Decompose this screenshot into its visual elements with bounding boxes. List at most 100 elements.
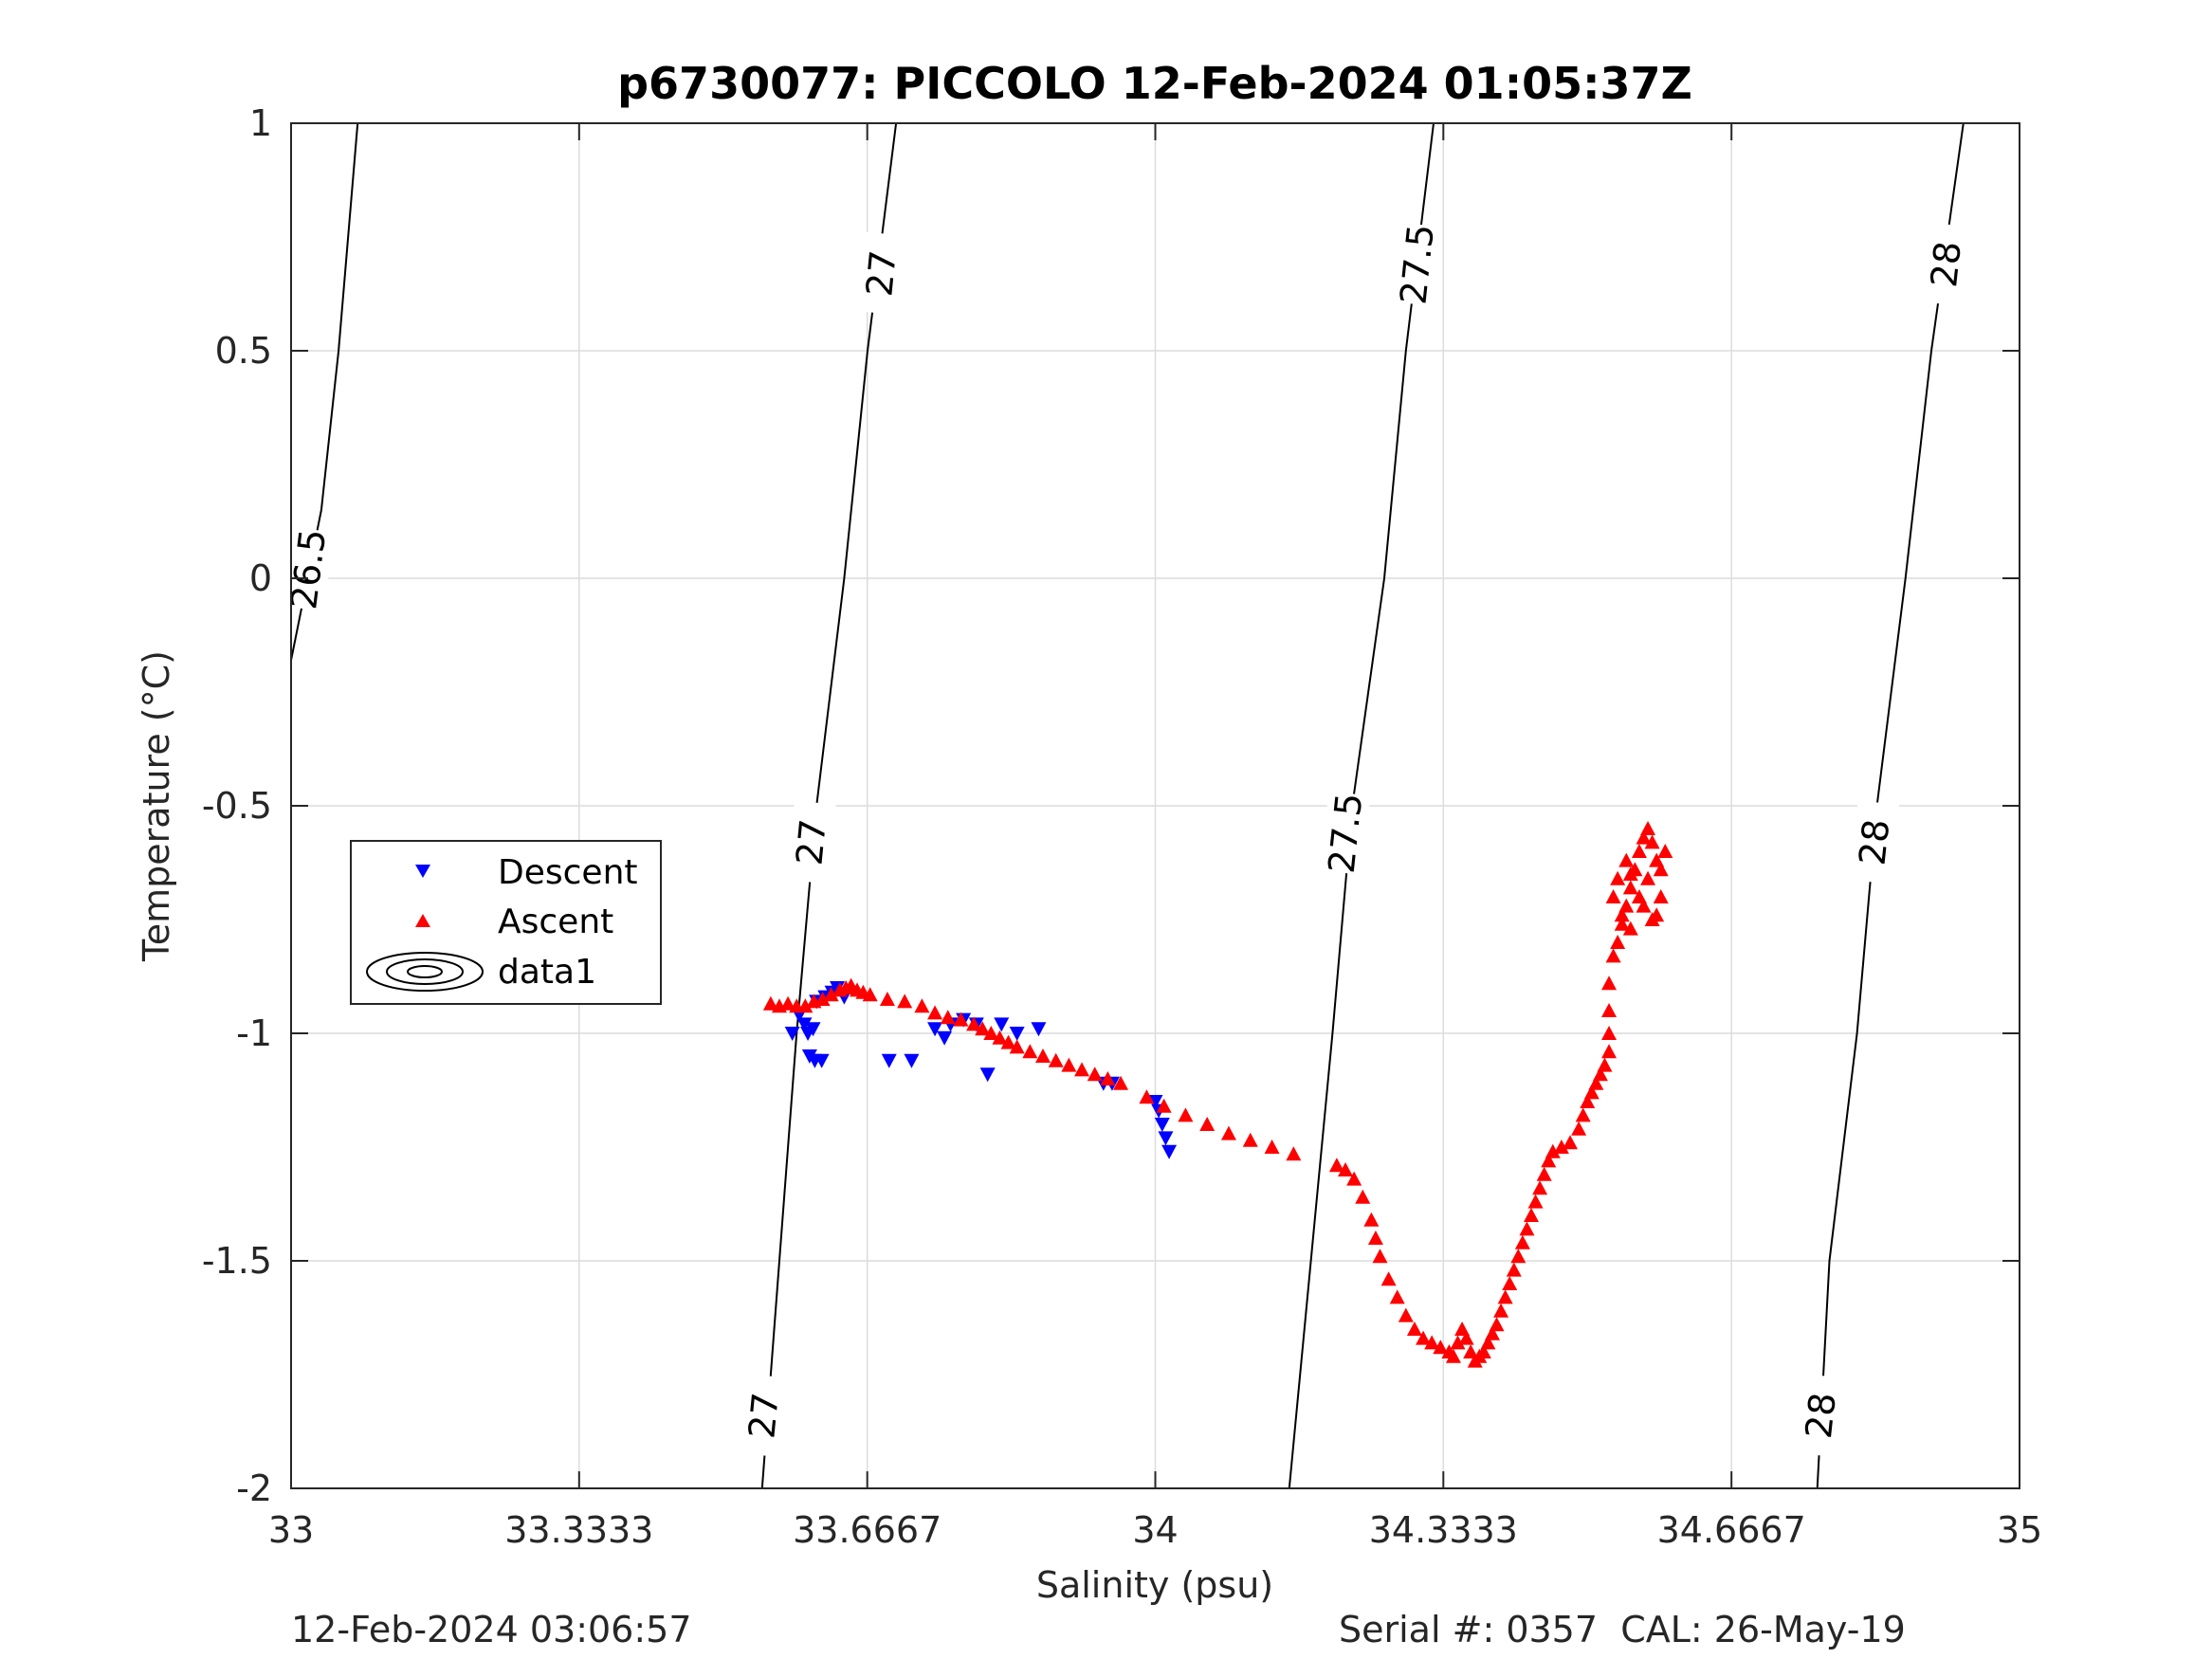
ascent-point — [1631, 844, 1647, 858]
ascent-point — [1640, 821, 1656, 835]
ascent-point — [1100, 1071, 1116, 1085]
descent-point — [927, 1022, 943, 1037]
contour-label-background — [1921, 222, 1971, 306]
contour-label: 27.5 — [1321, 791, 1371, 875]
descent-point — [814, 1053, 830, 1068]
ascent-point — [1653, 862, 1669, 877]
ascent-point — [927, 1005, 943, 1020]
x-tick-label: 34.6667 — [1657, 1509, 1806, 1551]
ascent-point — [1380, 1271, 1397, 1286]
y-tick-label: -1.5 — [202, 1240, 272, 1282]
ascent-point — [1524, 1208, 1540, 1222]
ascent-point — [1506, 1262, 1522, 1277]
y-tick-label: -2 — [236, 1468, 272, 1509]
contour-label: 27 — [858, 248, 905, 298]
ascent-point — [1640, 870, 1656, 885]
ascent-point — [1532, 1180, 1548, 1195]
contour-label: 27.5 — [1392, 222, 1442, 306]
ascent-point — [1048, 1052, 1064, 1067]
descent-point — [994, 1017, 1010, 1032]
x-tick-label: 33.3333 — [504, 1509, 653, 1551]
ascent-point — [1199, 1117, 1216, 1131]
descent-point — [1031, 1022, 1047, 1037]
x-tick-label: 34.3333 — [1369, 1509, 1518, 1551]
ascent-point — [1416, 1330, 1432, 1345]
ascent-point — [897, 994, 913, 1009]
contour-label-background — [283, 527, 335, 611]
ascent-point — [975, 1021, 991, 1036]
ascent-point — [1519, 1221, 1535, 1236]
ascent-point — [879, 992, 895, 1006]
ascent-point — [1424, 1335, 1440, 1350]
ascent-point — [1553, 1139, 1569, 1154]
ascent-point — [1601, 1026, 1618, 1040]
ascent-point — [1657, 844, 1673, 858]
ascent-point — [1575, 1107, 1591, 1122]
ascent-point — [1571, 1121, 1587, 1136]
ascent-point — [1622, 880, 1638, 895]
ascent-point — [1583, 1085, 1600, 1100]
contour-label: 28 — [1923, 239, 1969, 289]
descent-point — [881, 1053, 897, 1068]
ascent-point — [1597, 1057, 1613, 1072]
legend-contour-marker — [366, 952, 484, 992]
ascent-point — [762, 995, 778, 1011]
ascent-point — [1636, 830, 1652, 845]
ascent-point — [1445, 1348, 1461, 1363]
ascent-series — [762, 821, 1673, 1368]
contour-label: 28 — [1798, 1391, 1844, 1441]
ascent-point — [940, 1010, 956, 1025]
legend-descent-label: Descent — [498, 853, 638, 892]
ascent-point — [1618, 852, 1635, 867]
descent-point — [805, 1022, 821, 1037]
descent-point — [1161, 1144, 1178, 1159]
ascent-point — [1458, 1330, 1474, 1345]
legend-box — [350, 840, 662, 1005]
contour-label-background — [786, 800, 836, 884]
ascent-point — [1286, 1146, 1302, 1161]
ascent-point — [1389, 1289, 1405, 1304]
ascent-point — [1610, 870, 1626, 885]
ascent-point — [1644, 834, 1660, 849]
ascent-point — [1156, 1098, 1172, 1113]
ascent-point — [1622, 921, 1638, 936]
ascent-point — [823, 987, 839, 1002]
ascent-point — [1035, 1048, 1051, 1063]
contour-label-background — [739, 1374, 789, 1458]
descent-point — [1009, 1027, 1025, 1041]
x-axis-label: Salinity (psu) — [1036, 1564, 1273, 1606]
ascent-point — [1592, 1066, 1608, 1082]
y-tick-label: -1 — [236, 1012, 272, 1054]
ascent-point — [1074, 1062, 1090, 1077]
ascent-point — [1139, 1089, 1155, 1104]
ascent-point — [1113, 1075, 1129, 1090]
descent-point — [796, 1017, 813, 1032]
ascent-point — [780, 995, 796, 1011]
ascent-point — [966, 1016, 982, 1031]
ascent-point — [1087, 1066, 1103, 1082]
y-axis-label: Temperature (°C) — [136, 650, 177, 962]
ascent-point — [1367, 1231, 1383, 1245]
x-tick-label: 33 — [268, 1509, 314, 1551]
y-tick-label: -0.5 — [202, 785, 272, 827]
chart-title: p6730077: PICCOLO 12-Feb-2024 01:05:37Z — [617, 58, 1692, 109]
ascent-point — [1605, 948, 1621, 963]
ascent-point — [1610, 935, 1626, 949]
ascent-point — [797, 998, 814, 1013]
descent-point — [784, 1027, 800, 1041]
ascent-point — [1622, 866, 1638, 881]
ascent-point — [1338, 1162, 1354, 1176]
ascent-point — [1601, 1044, 1618, 1059]
ascent-point — [983, 1026, 999, 1040]
contour-label: 27 — [788, 817, 834, 866]
y-tick-label: 0.5 — [215, 330, 272, 372]
legend: Descent Ascent data1 — [350, 840, 662, 1005]
ascent-point — [1328, 1158, 1344, 1173]
legend-data1-label: data1 — [498, 953, 596, 992]
ascent-point — [1497, 1289, 1513, 1304]
legend-ascent-label: Ascent — [498, 902, 613, 941]
ascent-point — [1355, 1189, 1371, 1204]
ascent-point — [1601, 1003, 1618, 1017]
ascent-point — [1563, 1135, 1579, 1150]
ascent-point — [1450, 1335, 1466, 1350]
